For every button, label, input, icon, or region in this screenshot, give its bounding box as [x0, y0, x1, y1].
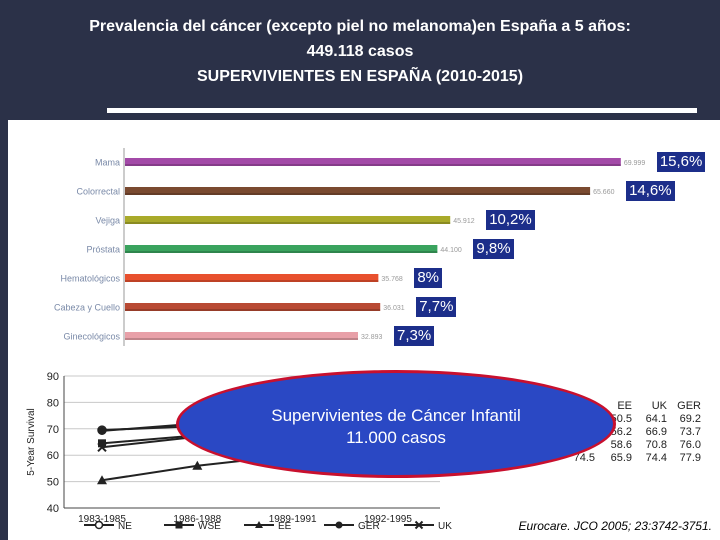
table-cell-3-1: 65.9: [611, 452, 632, 464]
y-tick-70: 70: [47, 424, 59, 436]
table-cell-3-3: 77.9: [680, 452, 701, 464]
callout-line-1: Supervivientes de Cáncer Infantil: [271, 406, 521, 425]
marker-wse-0: [98, 439, 106, 448]
legend-label-ger: GER: [358, 521, 380, 532]
value-label-cabeza-y-cuello: 36.031: [383, 305, 405, 312]
value-label-vejiga: 45.912: [453, 218, 475, 225]
percent-label-cabeza-y-cuello: 7,7%: [416, 297, 457, 317]
category-label-hematologicos: Hematológicos: [60, 274, 120, 284]
bar-shade-hematologicos: [125, 280, 379, 282]
bar-colorrectal: [125, 187, 591, 195]
childhood-survivors-callout: Supervivientes de Cáncer Infantil 11.000…: [176, 370, 616, 478]
title-line-2: 449.118 casos: [306, 43, 414, 60]
bar-cabeza-y-cuello: [125, 303, 381, 311]
slide-title: Prevalencia del cáncer (excepto piel no …: [0, 14, 720, 89]
table-cell-2-2: 70.8: [646, 439, 667, 451]
category-label-prostata: Próstata: [86, 245, 120, 255]
percent-label-prostata: 9,8%: [473, 239, 514, 259]
table-cell-0-2: 64.1: [646, 413, 667, 425]
legend-marker-ee: [255, 521, 263, 528]
value-label-mama: 69.999: [624, 160, 646, 167]
legend-marker-ger: [335, 521, 343, 529]
percent-label-vejiga: 10,2%: [486, 210, 535, 230]
category-label-mama: Mama: [95, 158, 120, 168]
table-cell-2-3: 76.0: [680, 439, 701, 451]
table-cell-3-2: 74.4: [646, 452, 667, 464]
bar-shade-mama: [125, 164, 621, 166]
citation: Eurocare. JCO 2005; 23:3742-3751.: [518, 519, 712, 533]
marker-ger-0: [98, 426, 106, 435]
table-cell-1-2: 66.9: [646, 426, 667, 438]
category-label-vejiga: Vejiga: [95, 216, 120, 226]
y-tick-60: 60: [47, 450, 59, 462]
percent-label-ginecologicos: 7,3%: [393, 326, 435, 346]
bar-shade-cabeza-y-cuello: [125, 309, 381, 311]
y-tick-50: 50: [47, 477, 59, 489]
y-axis-label: 5-Year Survival: [26, 408, 37, 475]
legend-label-ne: NE: [118, 521, 132, 532]
legend-marker-uk: [414, 520, 424, 530]
table-cell-1-1: 56.2: [611, 426, 632, 438]
legend-label-ee: EE: [278, 521, 292, 532]
marker-uk-0: [97, 442, 107, 452]
legend-marker-wse: [175, 521, 183, 529]
x-tick-1983-1985: 1983-1985: [78, 514, 126, 525]
legend-marker-ne: [94, 520, 104, 530]
table-header-uk: UK: [652, 400, 668, 412]
value-label-hematologicos: 35.768: [381, 276, 403, 283]
table-header-ger: GER: [677, 400, 701, 412]
bar-mama: [125, 158, 621, 166]
prevalence-bar-chart: Mama 69.999 Colorrectal 65.660 Vejiga 45.912 P…: [54, 148, 646, 346]
value-label-colorrectal: 65.660: [593, 189, 615, 196]
y-tick-80: 80: [47, 397, 59, 409]
bar-ginecologicos: [125, 332, 358, 340]
legend-label-uk: UK: [438, 521, 452, 532]
table-cell-2-1: 58.6: [611, 439, 632, 451]
title-line-1: Prevalencia del cáncer (excepto piel no …: [89, 18, 631, 35]
percent-label-colorrectal: 14,6%: [626, 181, 675, 201]
bar-shade-vejiga: [125, 222, 451, 224]
category-label-ginecologicos: Ginecológicos: [63, 332, 120, 342]
bar-vejiga: [125, 216, 451, 224]
marker-ee-1: [192, 460, 203, 470]
category-label-colorrectal: Colorrectal: [76, 187, 120, 197]
bar-shade-colorrectal: [125, 193, 591, 195]
percent-label-mama: 15,6%: [656, 152, 706, 172]
table-cell-0-3: 69.2: [680, 413, 701, 425]
bar-prostata: [125, 245, 438, 253]
percent-label-hematologicos: 8%: [414, 268, 443, 288]
table-cell-3-0: 74.5: [574, 452, 595, 464]
bar-hematologicos: [125, 274, 379, 282]
bar-shade-prostata: [125, 251, 438, 253]
table-header-ee: EE: [617, 400, 632, 412]
value-label-prostata: 44.100: [440, 247, 462, 254]
value-label-ginecologicos: 32.893: [361, 334, 383, 341]
title-divider: [107, 108, 697, 113]
marker-ee-0: [97, 475, 107, 485]
bar-shade-ginecologicos: [125, 338, 358, 340]
y-tick-40: 40: [47, 503, 59, 515]
callout-line-2: 11.000 casos: [346, 428, 446, 447]
x-tick-1986-1988: 1986-1988: [173, 514, 221, 525]
legend-label-wse: WSE: [198, 521, 221, 532]
table-cell-1-3: 73.7: [680, 426, 701, 438]
title-line-3: SUPERVIVIENTES EN ESPAÑA (2010-2015): [196, 68, 524, 85]
x-tick-1992-1995: 1992-1995: [364, 514, 412, 525]
x-tick-1989-1991: 1989-1991: [269, 514, 317, 525]
category-label-cabeza-y-cuello: Cabeza y Cuello: [54, 303, 120, 313]
y-tick-90: 90: [47, 371, 59, 383]
